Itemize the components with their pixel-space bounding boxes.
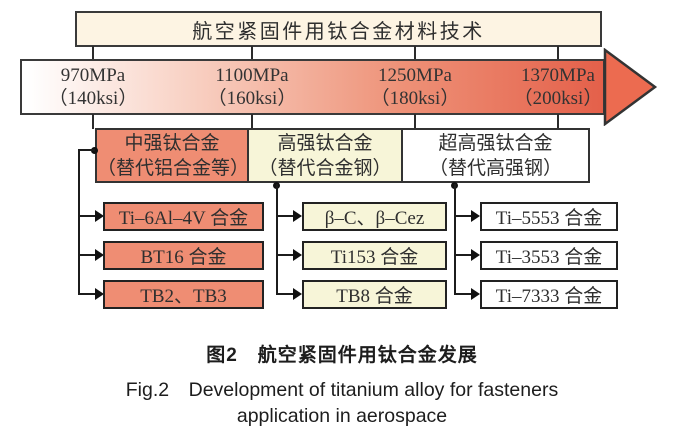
category-box-ultra-high-strength: 超高强钛合金 （替代高强钢）	[401, 128, 590, 183]
alloy-box: Ti–5553 合金	[480, 202, 618, 231]
tree-line	[276, 184, 278, 295]
alloy-label: Ti–5553 合金	[495, 208, 603, 229]
alloy-label: β–C、β–Cez	[324, 208, 425, 229]
strength-gradient-arrow	[20, 59, 605, 115]
branch-arrow-icon	[95, 288, 104, 300]
tree-line	[454, 184, 456, 295]
connector-line	[414, 46, 416, 60]
connector-line	[251, 46, 253, 60]
alloy-box: Ti–3553 合金	[480, 241, 618, 270]
category-note: （替代铝合金等）	[97, 157, 250, 179]
alloy-label: BT16 合金	[140, 247, 227, 268]
branch-arrow-icon	[95, 249, 104, 261]
alloy-label: Ti153 合金	[330, 247, 419, 268]
connector-line	[414, 114, 416, 129]
arrow-head-icon	[603, 48, 658, 126]
branch-arrow-icon	[95, 210, 104, 222]
caption-english-line2: application in aerospace	[236, 405, 448, 427]
alloy-box: BT16 合金	[103, 241, 264, 270]
connector-line	[92, 114, 94, 129]
connector-line	[251, 114, 253, 129]
alloy-box: Ti–6Al–4V 合金	[103, 202, 264, 231]
branch-arrow-icon	[293, 249, 302, 261]
tree-line	[277, 215, 294, 217]
alloy-label: Ti–3553 合金	[495, 247, 603, 268]
category-box-medium-strength: 中强钛合金 （替代铝合金等）	[95, 128, 249, 183]
category-name: 高强钛合金	[277, 132, 373, 154]
tree-line	[455, 293, 472, 295]
tree-line	[277, 293, 294, 295]
branch-arrow-icon	[293, 288, 302, 300]
category-note: （替代合金钢）	[258, 157, 392, 179]
caption-chinese: 图2 航空紧固件用钛合金发展	[206, 345, 478, 366]
connector-line	[92, 46, 94, 60]
tree-line	[79, 215, 96, 217]
category-name: 超高强钛合金	[438, 132, 553, 154]
caption-english-line1: Fig.2 Development of titanium alloy for …	[125, 379, 559, 401]
tree-line	[277, 254, 294, 256]
alloy-label: Ti–7333 合金	[495, 286, 603, 307]
branch-arrow-icon	[471, 210, 480, 222]
branch-arrow-icon	[471, 249, 480, 261]
alloy-box: β–C、β–Cez	[302, 202, 447, 231]
alloy-box: TB2、TB3	[103, 280, 264, 309]
alloy-label: TB2、TB3	[140, 286, 227, 307]
tree-line	[78, 149, 80, 295]
branch-arrow-icon	[471, 288, 480, 300]
branch-arrow-icon	[293, 210, 302, 222]
tree-line	[79, 149, 95, 151]
alloy-label: TB8 合金	[336, 286, 413, 307]
tree-line	[455, 215, 472, 217]
alloy-label: Ti–6Al–4V 合金	[118, 208, 249, 229]
connector-line	[557, 114, 559, 129]
alloy-box: Ti–7333 合金	[480, 280, 618, 309]
tree-line	[455, 254, 472, 256]
category-box-high-strength: 高强钛合金 （替代合金钢）	[247, 128, 403, 183]
alloy-box: Ti153 合金	[302, 241, 447, 270]
alloy-box: TB8 合金	[302, 280, 447, 309]
tree-line	[79, 254, 96, 256]
title-text: 航空紧固件用钛合金材料技术	[192, 20, 485, 43]
category-note: （替代高强钢）	[428, 157, 562, 179]
tree-line	[79, 293, 96, 295]
title-box: 航空紧固件用钛合金材料技术	[75, 11, 602, 47]
category-name: 中强钛合金	[124, 132, 220, 154]
connector-line	[557, 46, 559, 60]
